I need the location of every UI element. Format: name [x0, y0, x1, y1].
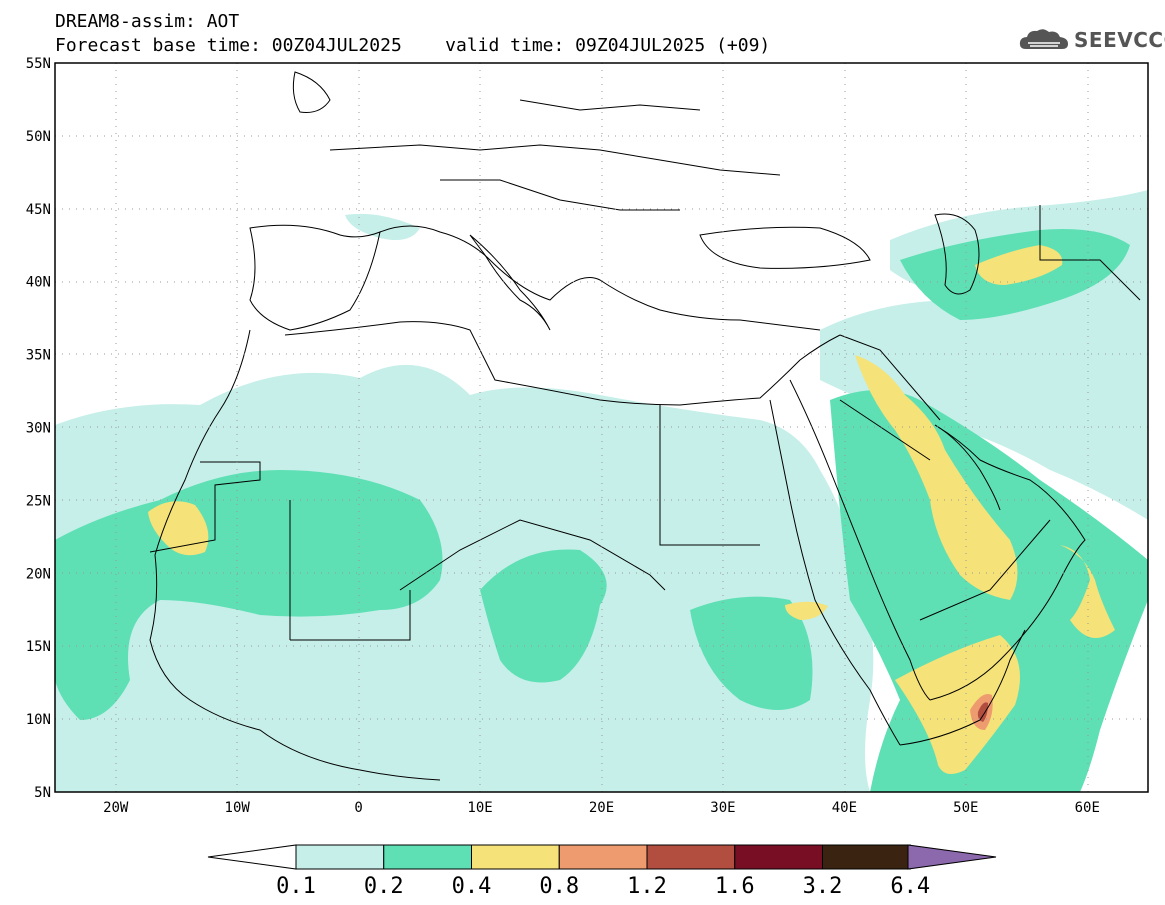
horn-of-africa: [899, 629, 1026, 746]
seevccc-logo: SEEVCCC: [1018, 26, 1165, 54]
logo-text: SEEVCCC: [1074, 28, 1165, 52]
uk-coast: [292, 71, 331, 113]
lon-tick-label: 40E: [832, 800, 857, 816]
red-sea-west-coast: [769, 399, 901, 746]
lat-tick-label: 5N: [34, 785, 51, 801]
colorbar-level-label: 0.4: [452, 874, 492, 899]
aot-region-sahel: [480, 549, 607, 683]
valid-time-label: valid time: 09Z04JUL2025 (+09): [445, 35, 771, 56]
colorbar-level-label: 6.4: [890, 874, 930, 899]
lat-tick-label: 35N: [26, 348, 51, 364]
europe-borders: [329, 99, 781, 211]
mediterranean-south-coast: [284, 321, 841, 406]
lat-tick-label: 45N: [26, 202, 51, 218]
mediterranean-north-coast: [379, 225, 821, 331]
aot-region-sudan: [690, 596, 813, 710]
arabian-peninsula-coast: [929, 424, 1086, 701]
colorbar-level-label: 1.2: [627, 874, 667, 899]
aot-fields: [55, 190, 1148, 792]
colorbar-level-label: 0.2: [364, 874, 404, 899]
colorbar-swatch: [734, 844, 823, 870]
colorbar-swatch: [646, 844, 736, 870]
lon-tick-label: 10E: [467, 800, 492, 816]
lon-tick-label: 50E: [953, 800, 978, 816]
colorbar-swatch: [295, 844, 385, 870]
caspian-sea: [934, 213, 980, 295]
aot-region-iberia-edge: [345, 213, 420, 241]
lat-tick-label: 10N: [26, 712, 51, 728]
persian-gulf: [934, 424, 1001, 511]
lat-tick-label: 15N: [26, 639, 51, 655]
aot-region-oman-sea: [1060, 545, 1115, 638]
lat-tick-label: 25N: [26, 493, 51, 509]
aot-region-horn-core: [977, 702, 988, 722]
aot-region-gulf-arabia: [855, 355, 1018, 600]
aot-region-western-sahara: [148, 501, 209, 556]
colorbar-lower-arrow: [207, 844, 297, 870]
colorbar-upper-arrow: [907, 844, 997, 870]
map-title: DREAM8-assim: AOT: [55, 11, 240, 32]
latitude-labels: 5N 10N 15N 20N 25N 30N 35N 40N 45N 50N 55N: [26, 56, 51, 801]
cloud-icon: [1019, 29, 1068, 49]
aot-region-west-africa: [55, 470, 443, 720]
lat-tick-label: 30N: [26, 421, 51, 437]
lon-tick-label: 10W: [225, 800, 251, 816]
africa-borders: [149, 405, 760, 641]
colorbar-level-label: 0.1: [276, 874, 316, 899]
lat-tick-label: 55N: [26, 56, 51, 72]
base-time-label: Forecast base time: 00Z04JUL2025: [55, 35, 402, 56]
colorbar-level-label: 3.2: [803, 874, 843, 899]
colorbar: 0.1 0.2 0.4 0.8 1.2 1.6 3.2 6.4: [207, 844, 997, 899]
longitude-labels: 20W 10W 0 10E 20E 30E 40E 50E 60E: [103, 800, 1100, 816]
forecast-times: Forecast base time: 00Z04JUL2025 valid t…: [55, 36, 770, 56]
colorbar-level-label: 0.8: [539, 874, 579, 899]
iberia-coast: [249, 224, 381, 331]
lon-tick-label: 30E: [710, 800, 735, 816]
lat-tick-label: 40N: [26, 275, 51, 291]
map-frame: [54, 62, 1149, 793]
middle-east-borders: [839, 205, 1141, 621]
lat-tick-label: 50N: [26, 129, 51, 145]
aot-region-red-sea: [785, 601, 828, 620]
lon-tick-label: 60E: [1075, 800, 1100, 816]
aot-level-1.2: [977, 702, 988, 722]
aot-region-near-east: [820, 280, 1148, 520]
lon-tick-label: 20E: [589, 800, 614, 816]
lat-tick-label: 20N: [26, 566, 51, 582]
black-sea: [699, 226, 871, 269]
italy-coast: [469, 234, 551, 331]
graticule: [55, 63, 1148, 792]
colorbar-swatch: [822, 844, 911, 870]
colorbar-swatch: [383, 844, 472, 870]
lon-tick-label: 0: [354, 800, 362, 816]
colorbar-swatch: [558, 844, 648, 870]
red-sea-east-coast: [789, 379, 931, 701]
colorbar-swatch: [471, 844, 560, 870]
lon-tick-label: 20W: [103, 800, 129, 816]
colorbar-level-label: 1.6: [715, 874, 755, 899]
